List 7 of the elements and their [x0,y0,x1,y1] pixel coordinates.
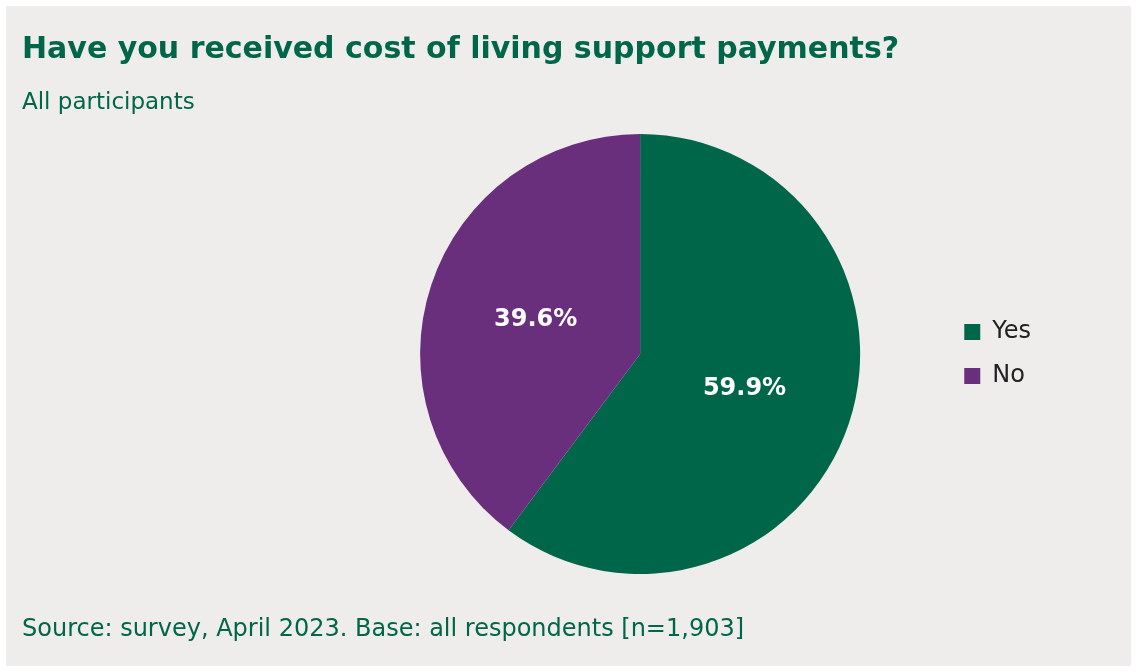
data-label: 59.9% [702,372,787,401]
legend-label: No [992,360,1025,389]
data-label: 39.6% [494,303,578,332]
legend-label: Yes [991,316,1032,345]
source-note: Source: survey, April 2023. Base: all respondents [n=1,903] [22,614,745,642]
chart-title: Have you received cost of living support payments? [22,30,900,65]
text: All participants [22,88,195,114]
